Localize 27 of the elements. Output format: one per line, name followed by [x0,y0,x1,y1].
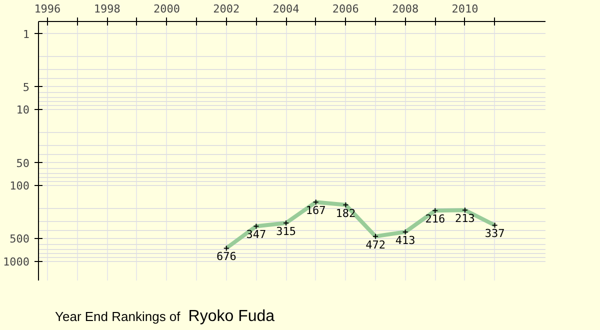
x-tick-label: 1998 [94,2,120,16]
x-tick-label: 2008 [392,2,419,16]
x-tick-label: 2010 [452,2,478,16]
data-label: 216 [425,212,446,226]
data-label: 167 [306,204,326,218]
data-label: 676 [216,250,236,264]
data-label: 347 [246,228,266,242]
x-tick-label: 2004 [272,2,300,16]
x-tick-label: 1996 [34,2,61,16]
text: Year End Rankings of [55,309,180,324]
x-tick-label: 2000 [153,2,180,16]
data-label: 413 [395,234,416,247]
data-label: 182 [336,206,356,220]
text: Ryoko Fuda [188,308,275,325]
data-label: 213 [455,212,475,226]
y-tick-label: 100 [10,180,30,193]
y-tick-label: 1000 [3,256,30,269]
y-tick-label: 500 [10,232,30,246]
y-tick-label: 50 [16,156,30,170]
data-label: 315 [276,225,296,238]
y-tick-label: 10 [16,104,30,117]
x-tick-label: 2006 [332,2,359,16]
x-tick-label: 2002 [213,2,240,16]
y-tick-label: 1 [22,28,30,41]
y-tick-label: 5 [22,80,30,94]
data-label: 337 [484,227,505,240]
data-label: 472 [366,238,386,252]
